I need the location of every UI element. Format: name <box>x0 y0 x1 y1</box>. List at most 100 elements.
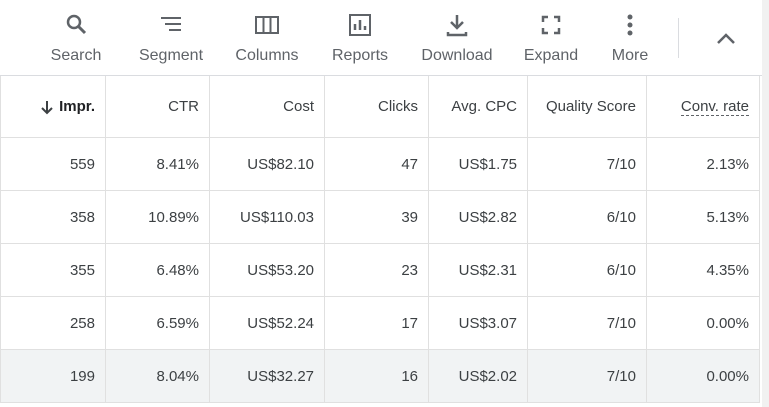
data-cell: 0.00% <box>647 350 760 403</box>
data-cell: 258 <box>0 297 106 350</box>
data-cell-text: 6/10 <box>606 208 636 226</box>
data-cell-text: 358 <box>69 208 95 226</box>
data-cell: 23 <box>325 244 429 297</box>
header-cell-text[interactable]: Impr. <box>59 98 95 115</box>
toolbar-icon <box>161 17 181 31</box>
header-cell-text[interactable]: Clicks <box>378 98 418 115</box>
data-cell: 8.04% <box>106 350 210 403</box>
data-cell: 47 <box>325 138 429 191</box>
data-cell: 199 <box>0 350 106 403</box>
data-cell: US$2.31 <box>429 244 528 297</box>
toolbar-label: Download <box>421 47 493 64</box>
data-cell-text: 6.48% <box>156 261 199 279</box>
data-cell: US$82.10 <box>210 138 325 191</box>
toolbar-label: Search <box>50 47 102 64</box>
data-cell: 6/10 <box>528 191 647 244</box>
toolbar-icon <box>255 16 279 34</box>
data-cell: 7/10 <box>528 297 647 350</box>
header-cell: Clicks <box>325 76 429 138</box>
toolbar-button[interactable]: More <box>585 0 675 75</box>
data-cell: US$2.82 <box>429 191 528 244</box>
data-cell: 7/10 <box>528 138 647 191</box>
data-cell: 6.59% <box>106 297 210 350</box>
toolbar-button[interactable]: Columns <box>222 0 312 75</box>
data-cell-text: US$82.10 <box>247 155 314 173</box>
header-cell: Quality Score <box>528 76 647 138</box>
data-cell: 7/10 <box>528 350 647 403</box>
data-cell-text: 5.13% <box>706 208 749 226</box>
data-cell: 17 <box>325 297 429 350</box>
toolbar-button[interactable]: Download <box>412 0 502 75</box>
data-cell: 355 <box>0 244 106 297</box>
data-cell-text: 17 <box>401 314 418 332</box>
data-cell-text: 10.89% <box>148 208 199 226</box>
data-cell-text: 8.41% <box>156 155 199 173</box>
data-cell-text: 0.00% <box>706 367 749 385</box>
data-cell: 5.13% <box>647 191 760 244</box>
data-cell: 2.13% <box>647 138 760 191</box>
data-cell: 8.41% <box>106 138 210 191</box>
data-cell-text: 7/10 <box>606 314 636 332</box>
data-cell-text: US$52.24 <box>247 314 314 332</box>
data-cell: 358 <box>0 191 106 244</box>
data-cell-text: 39 <box>401 208 418 226</box>
data-cell-text: 258 <box>69 314 95 332</box>
data-cell: US$3.07 <box>429 297 528 350</box>
data-cell-text: US$2.31 <box>458 261 517 279</box>
toolbar-divider <box>678 18 679 58</box>
data-cell: 39 <box>325 191 429 244</box>
data-cell-text: US$53.20 <box>247 261 314 279</box>
toolbar-icon <box>66 14 87 35</box>
header-cell-text[interactable]: CTR <box>168 98 199 115</box>
toolbar-button[interactable]: Segment <box>126 0 216 75</box>
data-cell-text: 6.59% <box>156 314 199 332</box>
data-cell-text: 4.35% <box>706 261 749 279</box>
data-cell-text: 47 <box>401 155 418 173</box>
data-cell-text: 8.04% <box>156 367 199 385</box>
toolbar-border <box>0 75 769 76</box>
data-cell: 6.48% <box>106 244 210 297</box>
header-cell: Impr. <box>0 76 106 138</box>
header-cell-text[interactable]: Conv. rate <box>680 97 749 116</box>
data-cell-text: US$2.02 <box>458 367 517 385</box>
data-cell-text: 0.00% <box>706 314 749 332</box>
toolbar-button[interactable]: Expand <box>506 0 596 75</box>
header-cell-text[interactable]: Cost <box>283 98 314 115</box>
data-cell-text: 2.13% <box>706 155 749 173</box>
toolbar-icon <box>627 14 633 36</box>
toolbar-icon <box>446 15 468 37</box>
toolbar-label: Expand <box>523 47 579 64</box>
data-cell: US$1.75 <box>429 138 528 191</box>
header-cell-text[interactable]: Quality Score <box>545 98 636 115</box>
toolbar-button[interactable]: Reports <box>315 0 405 75</box>
data-cell: US$32.27 <box>210 350 325 403</box>
data-cell-text: US$2.82 <box>458 208 517 226</box>
data-cell-text: 7/10 <box>606 367 636 385</box>
header-cell: Cost <box>210 76 325 138</box>
data-cell: 4.35% <box>647 244 760 297</box>
data-cell: US$53.20 <box>210 244 325 297</box>
toolbar-label: Columns <box>235 47 299 64</box>
toolbar-label: More <box>611 47 649 64</box>
data-cell: 0.00% <box>647 297 760 350</box>
data-cell: US$52.24 <box>210 297 325 350</box>
header-cell: Avg. CPC <box>429 76 528 138</box>
data-cell-text: US$32.27 <box>247 367 314 385</box>
header-cell: CTR <box>106 76 210 138</box>
toolbar-button[interactable]: Search <box>31 0 121 75</box>
data-cell-text: 7/10 <box>606 155 636 173</box>
data-cell-text: 23 <box>401 261 418 279</box>
data-cell: 10.89% <box>106 191 210 244</box>
data-cell: US$2.02 <box>429 350 528 403</box>
data-cell: US$110.03 <box>210 191 325 244</box>
toolbar-label: Reports <box>331 47 389 64</box>
toolbar-icon <box>349 14 371 36</box>
data-cell-text: 559 <box>69 155 95 173</box>
data-cell-text: 355 <box>69 261 95 279</box>
collapse-icon[interactable] <box>714 28 738 48</box>
data-cell: 16 <box>325 350 429 403</box>
data-cell-text: US$3.07 <box>458 314 517 332</box>
header-cell-text[interactable]: Avg. CPC <box>451 98 517 115</box>
data-cell: 559 <box>0 138 106 191</box>
